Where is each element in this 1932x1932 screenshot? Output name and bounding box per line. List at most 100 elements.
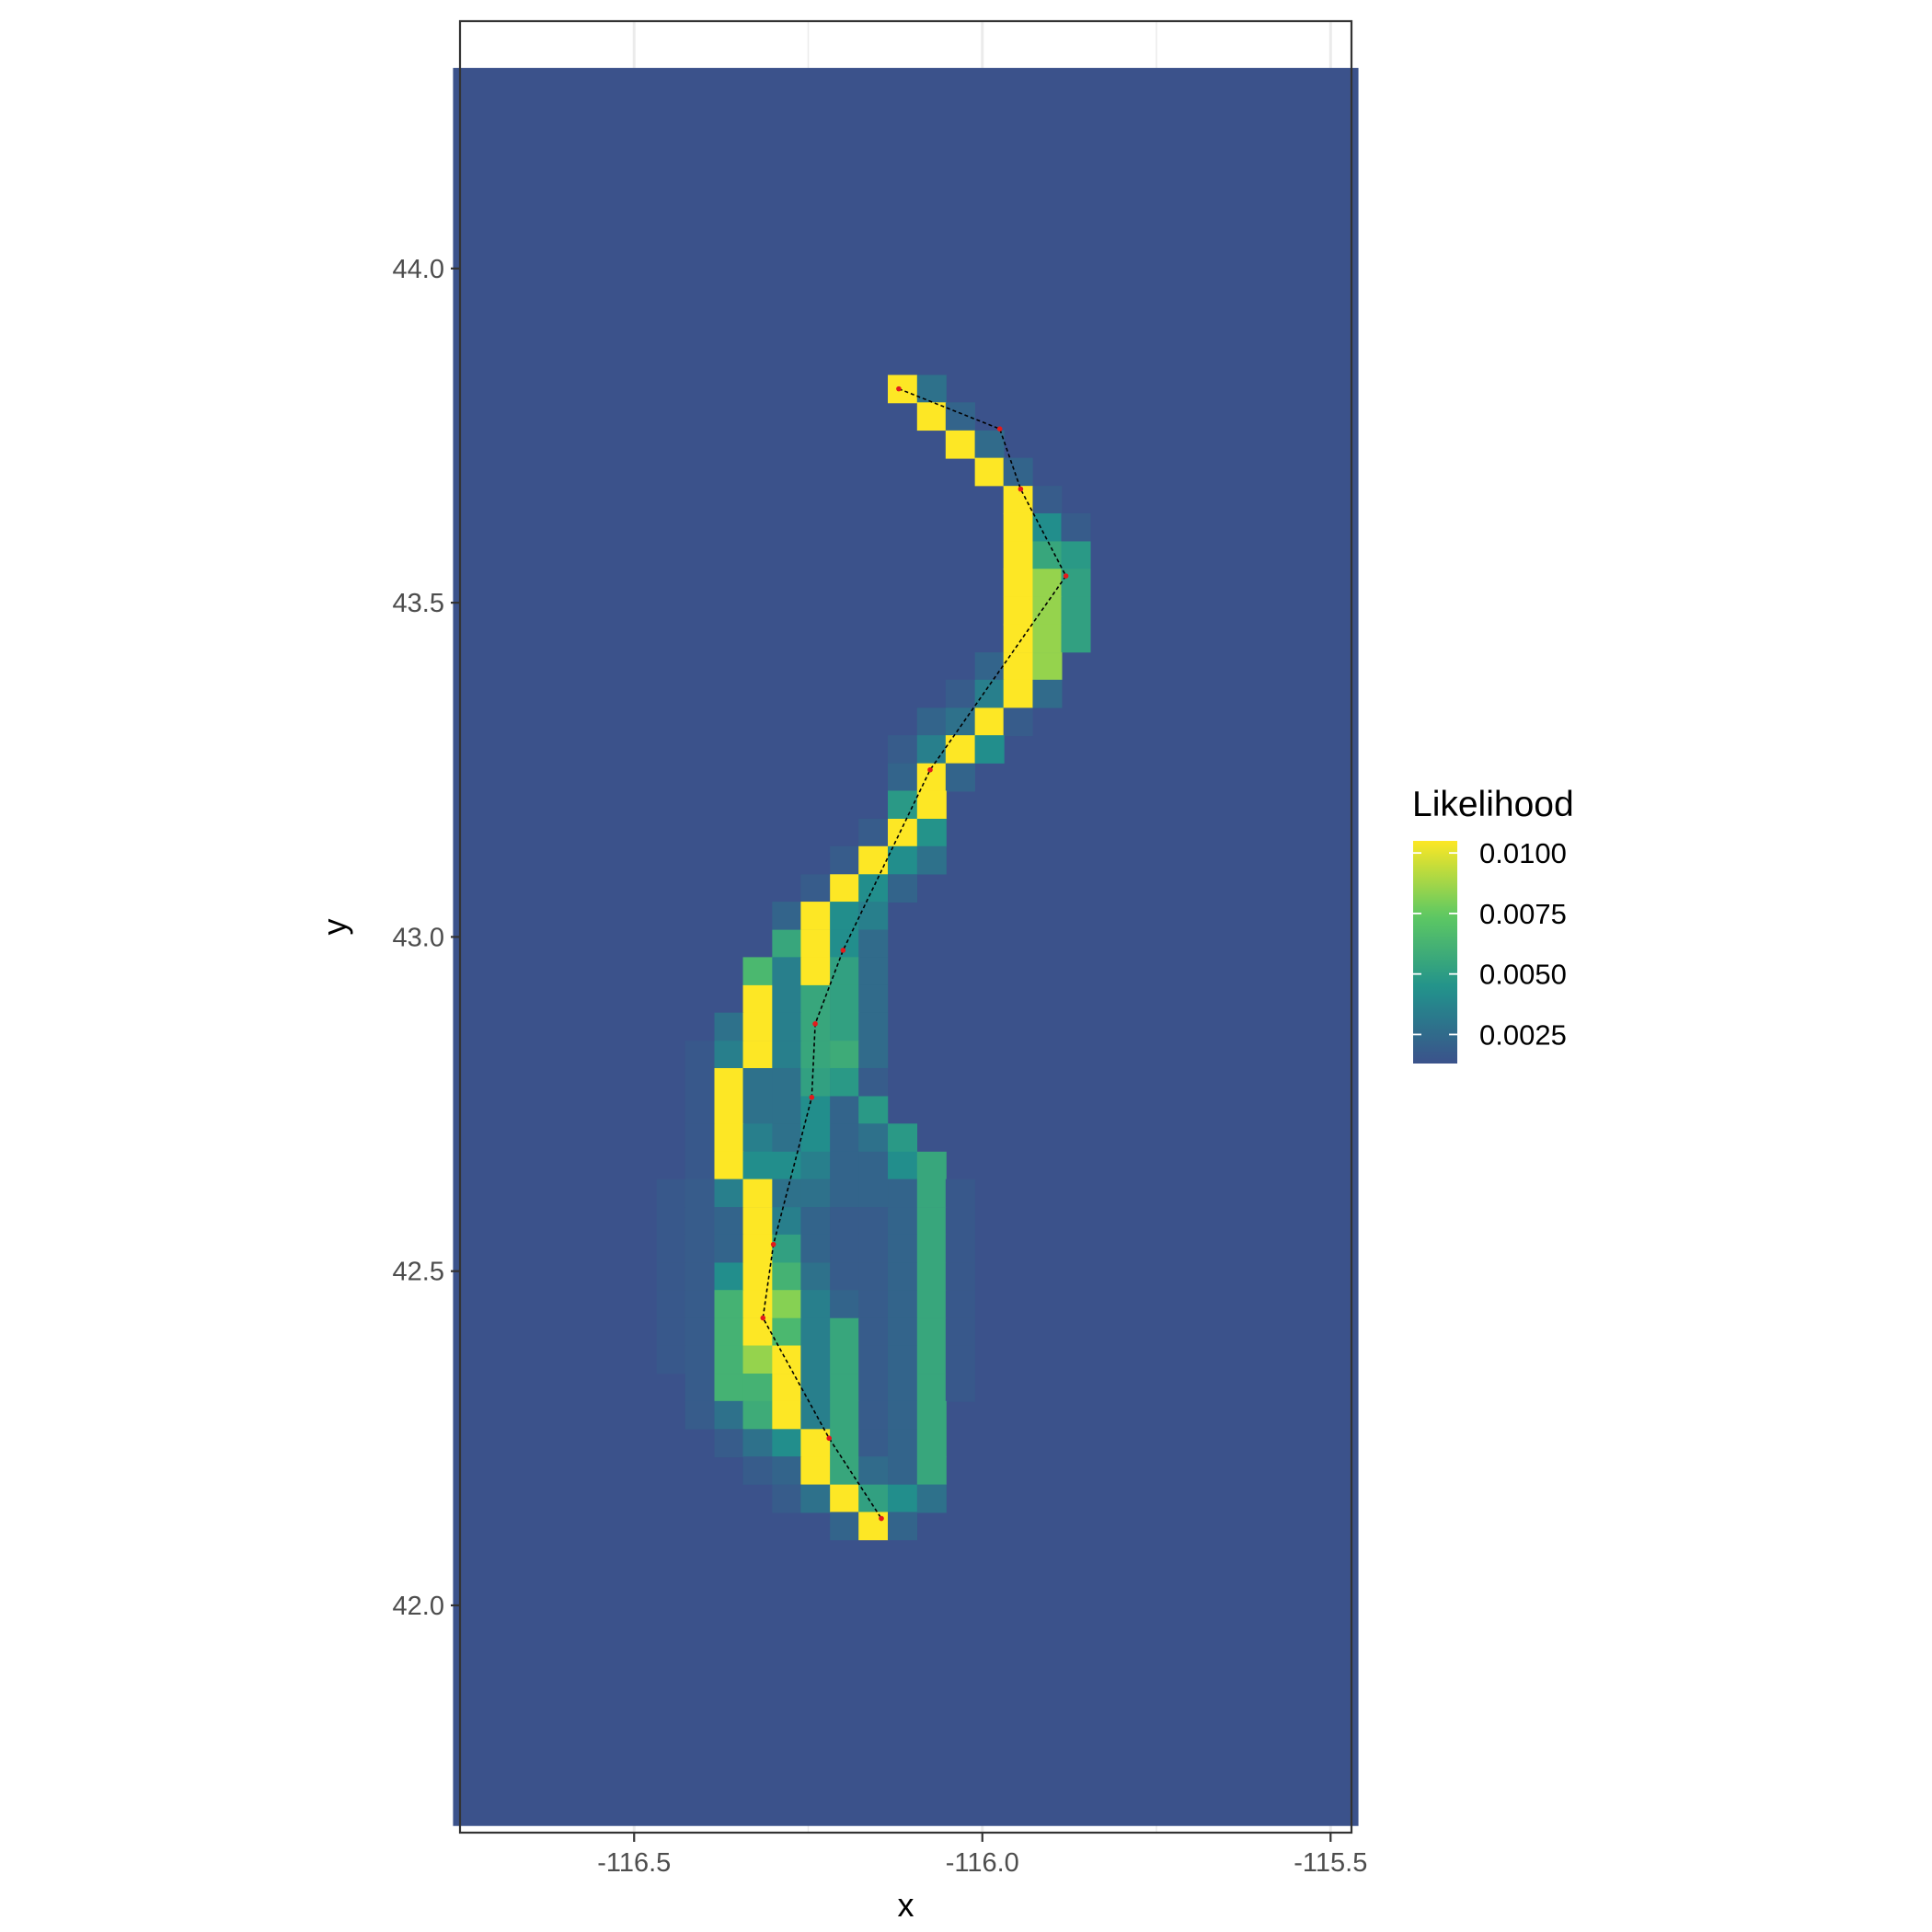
raster-cell [800, 1345, 831, 1374]
raster-cell [1032, 486, 1063, 514]
raster-cell [858, 1067, 889, 1097]
raster-cell [916, 1179, 947, 1208]
raster-cell [772, 929, 802, 959]
raster-cell [888, 790, 918, 820]
raster-cell [684, 1317, 715, 1347]
raster-cell [742, 984, 773, 1014]
raster-cell [742, 1429, 773, 1458]
raster-cell [684, 1179, 715, 1208]
raster-cell [830, 1512, 860, 1541]
raster-cell [800, 1456, 831, 1485]
raster-cell [858, 845, 889, 875]
raster-cell [974, 735, 1005, 764]
raster-cell [800, 1262, 831, 1292]
raster-cell [714, 1400, 744, 1430]
legend: Likelihood 0.0100 0.0075 0.0050 0.0025 [1412, 785, 1574, 1064]
raster-cell [1032, 569, 1063, 597]
raster-cell [772, 1123, 802, 1153]
raster-cell [742, 1345, 773, 1374]
raster-cell [888, 1179, 918, 1208]
raster-cell [916, 735, 947, 764]
raster-cell [684, 1374, 715, 1402]
raster-cell [1003, 707, 1033, 737]
raster-cell [830, 902, 860, 930]
y-tick-label: 42.0 [393, 1592, 444, 1621]
raster-cell [916, 818, 947, 847]
raster-cell [858, 1012, 889, 1041]
raster-cell [1032, 679, 1063, 708]
raster-cell [772, 1374, 802, 1402]
track-point [826, 1435, 833, 1442]
x-axis-title: x [898, 1886, 914, 1924]
raster-cell [684, 1400, 715, 1430]
raster-cell [1061, 624, 1091, 653]
raster-cell [830, 1345, 860, 1374]
raster-cell [684, 1096, 715, 1125]
raster-cell [858, 1262, 889, 1292]
raster-cell [945, 1374, 975, 1402]
raster-cell [830, 1429, 860, 1458]
raster-cell [858, 902, 889, 930]
raster-cell [945, 763, 975, 792]
raster-cell [916, 1317, 947, 1347]
raster-cell [772, 1096, 802, 1125]
raster-cell [974, 707, 1005, 737]
track-point [996, 426, 1003, 432]
track-point [896, 385, 902, 392]
track-point [927, 766, 933, 773]
legend-colorbar [1413, 841, 1457, 1064]
raster-cell [772, 984, 802, 1014]
raster-cell [916, 1151, 947, 1180]
raster-cell [684, 1067, 715, 1097]
raster-cell [800, 1290, 831, 1318]
raster-cell [888, 1374, 918, 1402]
raster-cell [1003, 541, 1033, 570]
raster-cell [714, 1290, 744, 1318]
y-tick-label: 43.5 [393, 589, 444, 618]
raster-cell [772, 1400, 802, 1430]
raster-cell [742, 1151, 773, 1180]
raster-cell [916, 1234, 947, 1263]
raster-cell [830, 929, 860, 959]
raster-cell [714, 1317, 744, 1347]
raster-cell [800, 1317, 831, 1347]
raster-cell [916, 1429, 947, 1458]
raster-cell [742, 1290, 773, 1318]
raster-cell [888, 1484, 918, 1513]
raster-cell [742, 1400, 773, 1430]
raster-cell [684, 1234, 715, 1263]
raster-cell [742, 957, 773, 986]
raster-cell [772, 1012, 802, 1041]
track-point [770, 1241, 776, 1248]
raster-cell [830, 1151, 860, 1180]
raster-cell [800, 902, 831, 930]
raster-cell [916, 790, 947, 820]
raster-cell [714, 1151, 744, 1180]
raster-cell [800, 1207, 831, 1236]
raster-cell [656, 1179, 686, 1208]
raster-cell [858, 818, 889, 847]
raster-cell [830, 1123, 860, 1153]
raster-cell [858, 929, 889, 959]
raster-cell [1003, 569, 1033, 597]
raster-cell [684, 1207, 715, 1236]
raster-cell [916, 707, 947, 737]
raster-cell [714, 1429, 744, 1458]
raster-cell [945, 1345, 975, 1374]
raster-cell [888, 1207, 918, 1236]
raster-cell [916, 1207, 947, 1236]
raster-cell [916, 1345, 947, 1374]
track-point [879, 1515, 884, 1522]
raster-cell [800, 1041, 831, 1069]
raster-cell [858, 1345, 889, 1374]
raster-cell [742, 1456, 773, 1485]
raster-cell [858, 1123, 889, 1153]
raster-cell [945, 1290, 975, 1318]
raster-cell [800, 1484, 831, 1513]
raster-cell [742, 1262, 773, 1292]
raster-cell [858, 1179, 889, 1208]
raster-cell [1003, 512, 1033, 542]
raster-cell [1003, 679, 1033, 708]
raster-cell [1061, 541, 1091, 570]
